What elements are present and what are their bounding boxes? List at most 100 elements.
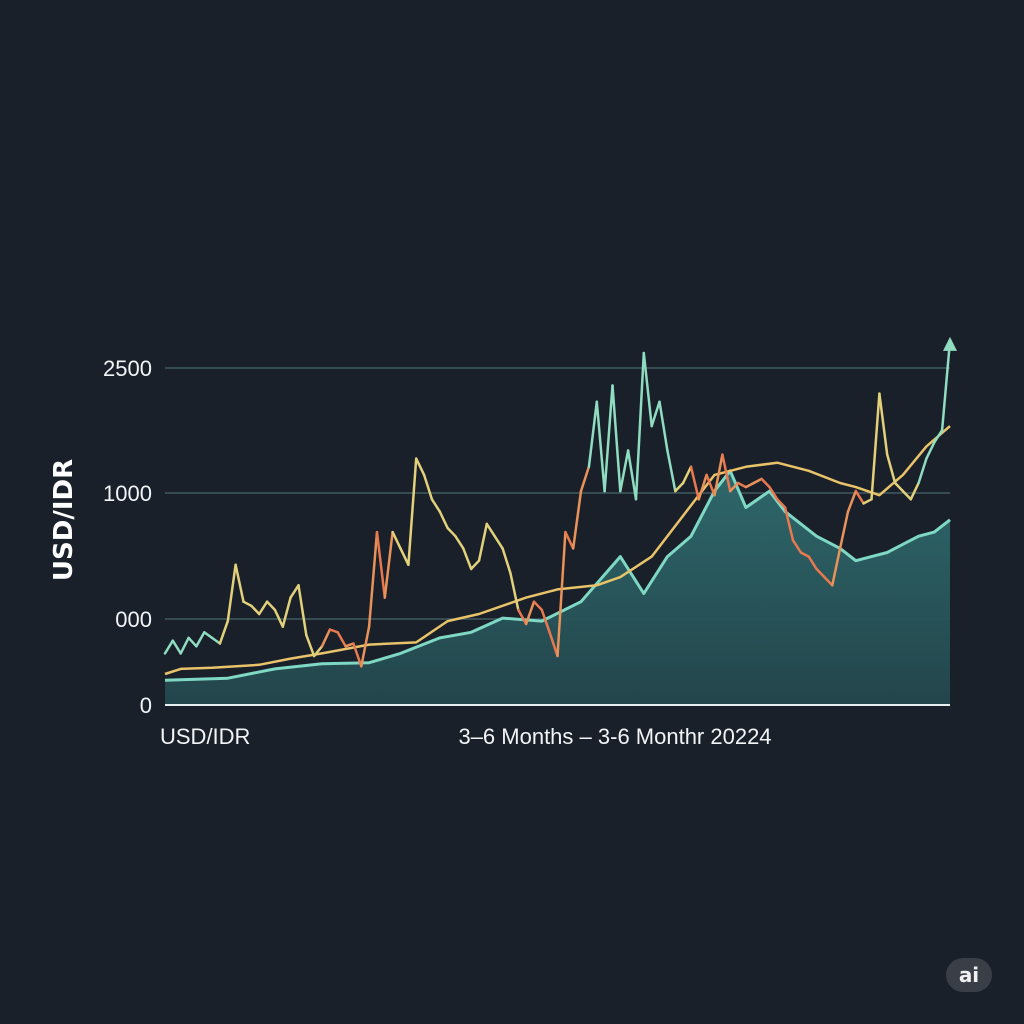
jagged-series-segment xyxy=(438,510,449,530)
y-axis-label: USD/IDR xyxy=(49,459,79,581)
jagged-series-segment xyxy=(414,457,426,477)
jagged-series-segment xyxy=(823,575,834,587)
jagged-series-segment xyxy=(909,481,920,501)
y-tick-label: 2500 xyxy=(103,356,152,381)
jagged-series-segment xyxy=(524,600,536,626)
jagged-series-segment xyxy=(674,481,685,493)
jagged-series-segment xyxy=(273,608,285,628)
jagged-series-segment xyxy=(163,639,175,655)
jagged-series-segment xyxy=(603,384,614,493)
jagged-series-segment xyxy=(854,489,865,505)
jagged-series-segment xyxy=(870,392,881,501)
jagged-series-segment xyxy=(556,530,567,658)
jagged-series-segment xyxy=(885,453,897,485)
jagged-series-segment xyxy=(469,559,481,571)
jagged-series-segment xyxy=(532,600,544,612)
jagged-series-segment xyxy=(250,604,261,616)
jagged-series-segment xyxy=(391,530,402,550)
jagged-series-segment xyxy=(477,522,489,562)
jagged-series-segment xyxy=(721,453,732,493)
jagged-series-segment xyxy=(650,400,661,428)
jagged-series-segment xyxy=(218,619,230,645)
jagged-series-segment xyxy=(195,631,206,648)
jagged-series-segment xyxy=(265,600,277,612)
jagged-series-segment xyxy=(509,571,520,612)
jagged-series-segment xyxy=(752,477,763,485)
jagged-series-segment xyxy=(933,428,944,444)
jagged-series-segment xyxy=(705,473,716,497)
jagged-series-segment xyxy=(297,584,308,637)
jagged-series-segment xyxy=(579,465,591,493)
jagged-series-segment xyxy=(736,481,748,489)
jagged-series-segment xyxy=(940,339,952,432)
jagged-series-segment xyxy=(838,510,850,550)
area-series xyxy=(165,470,950,705)
x-axis-start-label: USD/IDR xyxy=(160,724,250,749)
jagged-series-segment xyxy=(422,473,434,501)
jagged-series-segment xyxy=(689,465,701,501)
jagged-series-segment xyxy=(799,551,810,558)
jagged-series-segment xyxy=(571,489,583,550)
jagged-series-segment xyxy=(626,449,638,501)
jagged-series-segment xyxy=(893,481,905,493)
teal-area-fill xyxy=(165,470,950,705)
jagged-series-segment xyxy=(430,498,442,513)
jagged-series-segment xyxy=(634,351,646,501)
jagged-series-segment xyxy=(697,473,708,501)
jagged-series-segment xyxy=(564,530,575,550)
jagged-series-segment xyxy=(407,457,418,567)
jagged-series-segment xyxy=(226,563,237,623)
jagged-series-segment xyxy=(666,449,677,493)
jagged-series-segment xyxy=(336,631,347,648)
jagged-series-segment xyxy=(454,534,465,550)
jagged-series-segment xyxy=(203,631,214,640)
jagged-series-segment xyxy=(619,449,630,493)
jagged-series-segment xyxy=(257,600,269,616)
jagged-series-segment xyxy=(595,400,606,493)
jagged-series-segment xyxy=(493,534,504,550)
jagged-series-segment xyxy=(328,628,339,634)
x-axis-label: 3–6 Months – 3-6 Monthr 20224 xyxy=(458,724,771,749)
jagged-series-segment xyxy=(210,636,222,645)
jagged-series-segment xyxy=(312,645,324,658)
jagged-series-segment xyxy=(501,547,512,575)
jagged-series-segment xyxy=(540,608,551,634)
line-series xyxy=(163,336,957,682)
jagged-series-segment xyxy=(776,498,787,509)
y-tick-label: 1000 xyxy=(103,481,152,506)
jagged-series-segment xyxy=(744,481,756,489)
jagged-series-segment xyxy=(587,400,599,469)
y-tick-label: 0 xyxy=(140,693,152,718)
jagged-series-segment xyxy=(611,384,622,493)
jagged-series-segment xyxy=(658,400,669,452)
jagged-series-segment xyxy=(446,526,457,538)
jagged-series-segment xyxy=(831,547,842,587)
gold-series-line xyxy=(164,425,951,676)
jagged-series-segment xyxy=(815,567,826,579)
jagged-series-segment xyxy=(344,642,355,648)
jagged-series-segment xyxy=(462,547,473,571)
jagged-series-segment xyxy=(289,584,300,599)
jagged-series-segment xyxy=(713,453,724,497)
y-tick-label: 000 xyxy=(115,607,152,632)
jagged-series-segment xyxy=(878,392,889,456)
jagged-series-segment xyxy=(917,457,928,485)
jagged-series-segment xyxy=(728,481,740,493)
jagged-series-segment xyxy=(383,530,394,599)
jagged-series-segment xyxy=(642,351,653,428)
jagged-series-segment xyxy=(783,506,795,542)
jagged-series-segment xyxy=(179,636,190,655)
jagged-series-segment xyxy=(242,600,253,608)
jagged-series-segment xyxy=(862,498,873,505)
jagged-series-segment xyxy=(846,489,858,513)
jagged-series-segment xyxy=(352,642,363,668)
jagged-series-segment xyxy=(367,530,379,628)
jagged-series-segment xyxy=(305,633,316,658)
jagged-series-segment xyxy=(375,530,387,599)
trend-arrow-head xyxy=(943,336,957,351)
jagged-series-segment xyxy=(681,465,693,485)
jagged-series-segment xyxy=(901,489,913,501)
jagged-series-segment xyxy=(925,441,936,460)
jagged-series-segment xyxy=(807,555,818,571)
